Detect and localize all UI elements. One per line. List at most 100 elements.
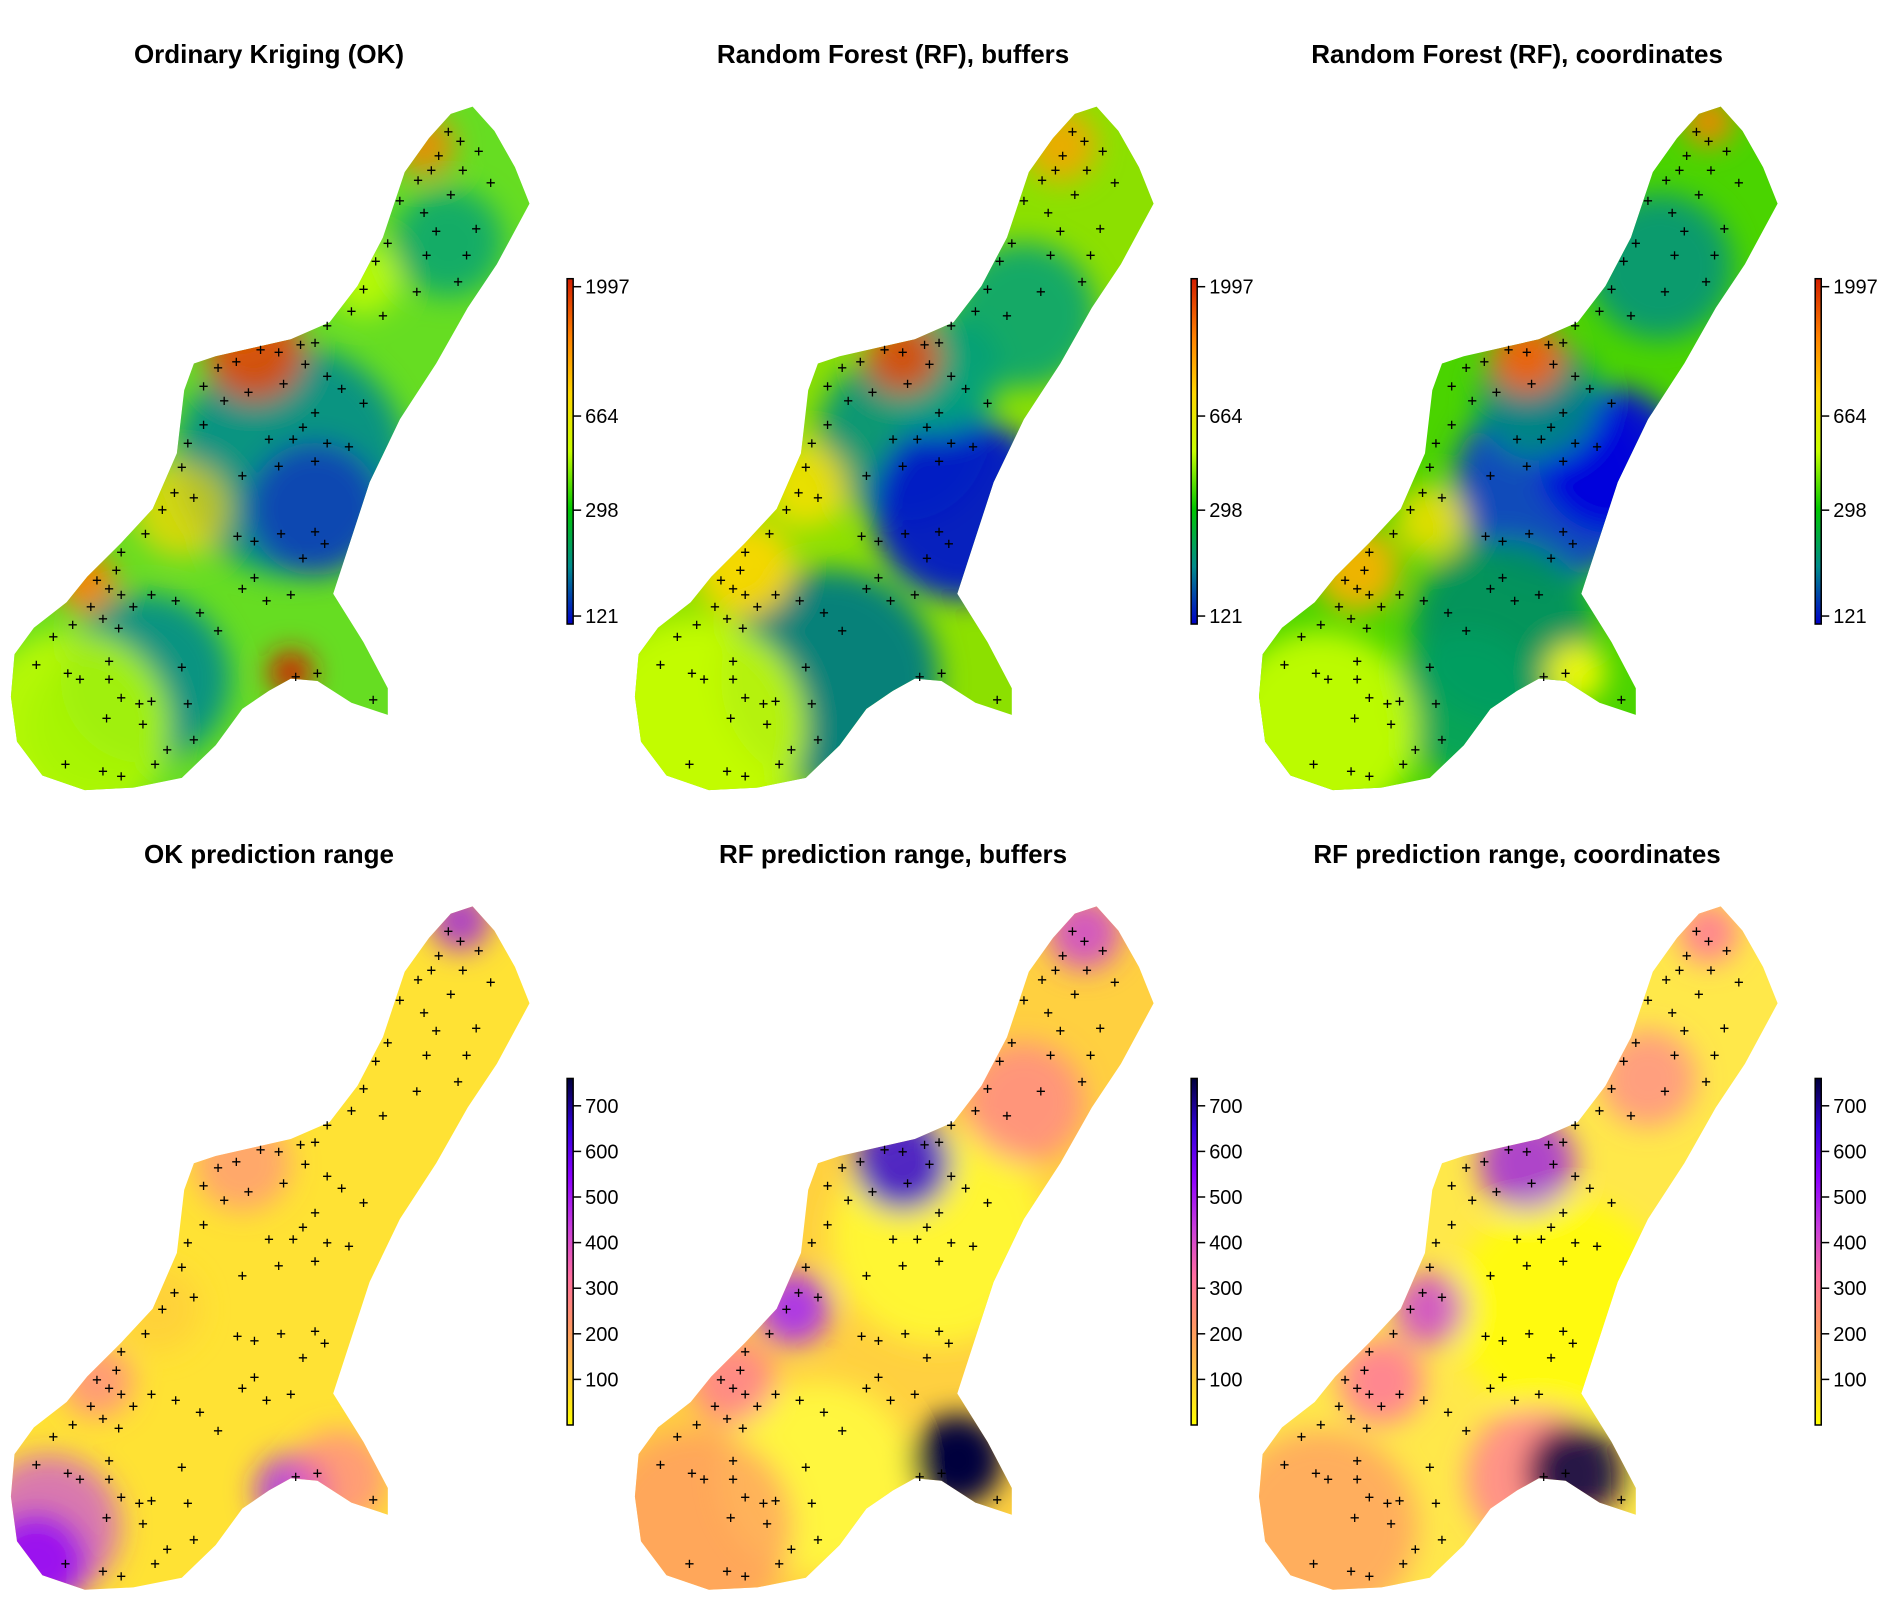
observation-point: + bbox=[736, 561, 746, 580]
observation-point: + bbox=[685, 754, 695, 773]
observation-point: + bbox=[1616, 690, 1626, 709]
observation-point: + bbox=[1297, 1427, 1307, 1446]
observation-point: + bbox=[313, 1463, 323, 1482]
observation-point: + bbox=[925, 1154, 935, 1173]
observation-point: + bbox=[1592, 437, 1602, 456]
observation-point: + bbox=[1558, 1203, 1568, 1222]
observation-point: + bbox=[710, 597, 720, 616]
observation-point: + bbox=[874, 1368, 884, 1387]
observation-point: + bbox=[762, 1514, 772, 1533]
panel-5: RF prediction range, buffers + + + + + + + + + + + +… bbox=[634, 839, 1243, 1590]
legend-tick-label: 121 bbox=[1209, 606, 1242, 628]
observation-point: + bbox=[250, 1368, 260, 1387]
observation-point: + bbox=[1486, 579, 1496, 598]
observation-point: + bbox=[116, 1566, 126, 1585]
observation-point: + bbox=[1350, 708, 1360, 727]
observation-point: + bbox=[419, 1003, 429, 1022]
observation-point: + bbox=[699, 1469, 709, 1488]
legend-tick-label: 400 bbox=[1833, 1233, 1866, 1255]
observation-point: + bbox=[458, 161, 468, 180]
legend-tick-label: 400 bbox=[1209, 1233, 1242, 1255]
observation-point: + bbox=[1667, 1003, 1677, 1022]
observation-point: + bbox=[801, 458, 811, 477]
observation-point: + bbox=[692, 1415, 702, 1434]
observation-point: + bbox=[765, 1324, 775, 1343]
observation-point: + bbox=[213, 1158, 223, 1177]
observation-point: + bbox=[1323, 1469, 1333, 1488]
observation-point: + bbox=[699, 670, 709, 689]
legend-tick-label: 700 bbox=[1833, 1096, 1866, 1118]
observation-point: + bbox=[1558, 1322, 1568, 1341]
observation-point: + bbox=[250, 1331, 260, 1350]
observation-point: + bbox=[162, 740, 172, 759]
observation-point: + bbox=[1522, 456, 1532, 475]
observation-point: + bbox=[1467, 391, 1477, 410]
observation-point: + bbox=[1431, 694, 1441, 713]
observation-point: + bbox=[1395, 585, 1405, 604]
observation-point: + bbox=[1568, 1334, 1578, 1353]
observation-point: + bbox=[322, 1233, 332, 1252]
observation-point: + bbox=[807, 1494, 817, 1513]
observation-point: + bbox=[823, 1215, 833, 1234]
observation-point: + bbox=[1607, 1079, 1617, 1098]
observation-point: + bbox=[857, 527, 867, 546]
observation-point: + bbox=[740, 1342, 750, 1361]
observation-point: + bbox=[1443, 603, 1453, 622]
observation-point: + bbox=[910, 1385, 920, 1404]
observation-point: + bbox=[189, 730, 199, 749]
observation-point: + bbox=[301, 1154, 311, 1173]
observation-point: + bbox=[961, 379, 971, 398]
observation-point: + bbox=[995, 252, 1005, 271]
observation-point: + bbox=[1626, 1106, 1636, 1125]
observation-point: + bbox=[1334, 597, 1344, 616]
observation-point: + bbox=[344, 437, 354, 456]
observation-point: + bbox=[112, 561, 122, 580]
observation-point: + bbox=[898, 1256, 908, 1275]
observation-point: + bbox=[1377, 597, 1387, 616]
observation-point: + bbox=[413, 970, 423, 989]
observation-point: + bbox=[1002, 306, 1012, 325]
observation-point: + bbox=[1544, 335, 1554, 354]
observation-point: + bbox=[868, 382, 878, 401]
observation-points: +++ +++ ++++++ ++++ +++++ ++++++++++ + ++++++++… bbox=[656, 122, 1120, 786]
observation-point: + bbox=[1095, 1019, 1105, 1038]
observation-point: + bbox=[213, 1421, 223, 1440]
observation-point: + bbox=[359, 279, 369, 298]
observation-point: + bbox=[238, 1378, 248, 1397]
observation-point: + bbox=[116, 1342, 126, 1361]
observation-point: + bbox=[922, 1217, 932, 1236]
observation-point: + bbox=[320, 1334, 330, 1353]
observation-point: + bbox=[1350, 1508, 1360, 1527]
observation-point: + bbox=[753, 597, 763, 616]
observation-point: + bbox=[1364, 542, 1374, 561]
observation-point: + bbox=[1704, 931, 1714, 950]
panel-title: RF prediction range, buffers bbox=[719, 839, 1067, 869]
observation-point: + bbox=[1558, 403, 1568, 422]
observation-point: + bbox=[276, 1324, 286, 1343]
legend-bar bbox=[566, 277, 574, 625]
color-legend: 100 200 300 400 500 600 700 bbox=[1190, 1077, 1243, 1426]
observation-point: + bbox=[1051, 161, 1061, 180]
observation-point: + bbox=[274, 1256, 284, 1275]
observation-point: + bbox=[823, 1176, 833, 1195]
observation-point: + bbox=[1631, 1033, 1641, 1052]
observation-point: + bbox=[710, 1397, 720, 1416]
observation-point: + bbox=[413, 170, 423, 189]
observation-point: + bbox=[1498, 1331, 1508, 1350]
observation-point: + bbox=[1626, 306, 1636, 325]
observation-point: + bbox=[786, 740, 796, 759]
observation-point: + bbox=[434, 146, 444, 165]
observation-point: + bbox=[1561, 1463, 1571, 1482]
observation-point: + bbox=[728, 670, 738, 689]
observation-point: + bbox=[98, 609, 108, 628]
observation-point: + bbox=[1383, 694, 1393, 713]
observation-points: +++ +++ ++++++ ++++ +++++ ++++++++++ + ++++++++… bbox=[1280, 922, 1744, 1586]
observation-point: + bbox=[1539, 667, 1549, 686]
observation-point: + bbox=[856, 1152, 866, 1171]
observation-point: + bbox=[813, 1288, 823, 1307]
observation-point: + bbox=[1643, 991, 1653, 1010]
observation-point: + bbox=[740, 1385, 750, 1404]
observation-point: + bbox=[1311, 664, 1321, 683]
observation-point: + bbox=[1037, 170, 1047, 189]
observation-point: + bbox=[1007, 233, 1017, 252]
